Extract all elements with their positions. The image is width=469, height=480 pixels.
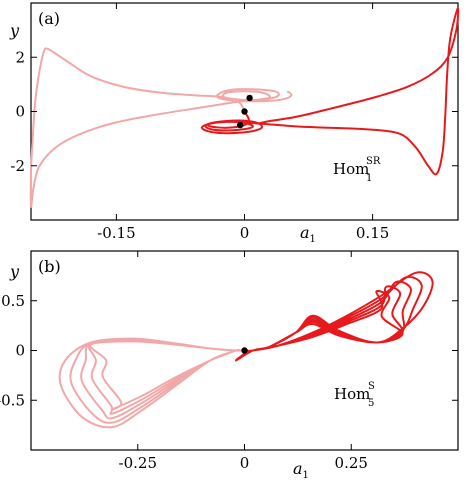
annotation-sup: S — [368, 381, 375, 392]
panel-b-curves — [58, 271, 434, 429]
panel-b-xticks: -0.25 0 0.25 — [119, 251, 368, 472]
y-tick-label: 0 — [15, 103, 25, 121]
series-dark-curve — [234, 271, 434, 362]
equilibrium-point — [246, 94, 253, 102]
annotation-sub: 5 — [368, 398, 374, 409]
annotation-sub: 1 — [366, 173, 372, 184]
y-tick-label: -0.5 — [0, 391, 25, 409]
panel-b-yticks: 0.5 0 -0.5 — [0, 292, 458, 409]
x-tick-label: 0.15 — [356, 224, 389, 242]
panel-b-annotation: Hom S 5 — [334, 381, 375, 409]
x-tick-label: 0 — [240, 224, 250, 242]
panel-a-points — [237, 94, 253, 129]
series-dark-curve — [200, 7, 460, 176]
panel-a-ylabel: y — [9, 21, 20, 40]
series-light-curve — [58, 337, 245, 429]
x-tick-label: -0.15 — [97, 224, 135, 242]
x-tick-label: -0.25 — [119, 454, 157, 472]
y-tick-label: -2 — [10, 157, 25, 175]
y-tick-label: 2 — [15, 48, 25, 66]
panel-a-curves — [29, 7, 460, 208]
equilibrium-point — [241, 347, 248, 354]
panel-a-xlabel: a1 — [300, 223, 316, 245]
panel-a-label: (a) — [38, 9, 60, 28]
equilibrium-point — [237, 121, 244, 129]
x-tick-label: 0 — [240, 454, 250, 472]
annotation-sup: SR — [366, 156, 381, 167]
annotation-hom-sr: Hom — [333, 160, 369, 178]
y-tick-label: 0.5 — [1, 292, 25, 310]
panel-b-ylabel: y — [9, 262, 20, 281]
panel-a: -0.15 0 0.15 2 0 -2 (a) y a1 Hom SR 1 — [9, 2, 460, 245]
panel-b-xlabel: a1 — [293, 459, 309, 480]
panel-b: -0.25 0 0.25 0.5 0 -0.5 (b) y a1 Hom S 5 — [0, 250, 459, 480]
panel-a-yticks: 2 0 -2 — [10, 48, 458, 175]
series-light-curve — [29, 47, 293, 208]
x-tick-label: 0.25 — [335, 454, 368, 472]
annotation-hom-s: Hom — [334, 385, 370, 403]
panel-b-points — [241, 347, 248, 354]
panel-b-label: (b) — [38, 257, 61, 276]
panel-a-xticks: -0.15 0 0.15 — [97, 3, 389, 242]
equilibrium-point — [241, 108, 248, 115]
panel-a-annotation: Hom SR 1 — [333, 156, 381, 184]
y-tick-label: 0 — [15, 342, 25, 360]
